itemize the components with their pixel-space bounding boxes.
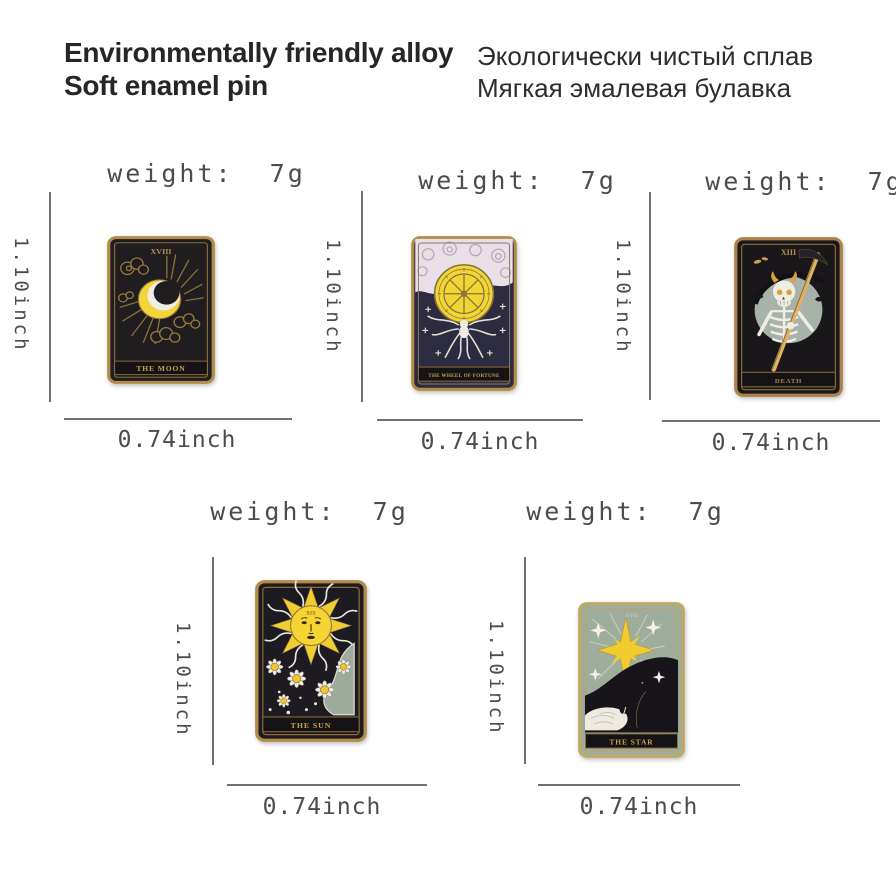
card-title: THE MOON	[136, 365, 185, 373]
weight-label: weight: 7g	[210, 497, 409, 526]
black-cat	[626, 670, 675, 729]
width-dimension-line	[64, 418, 292, 420]
height-label: 1.10inch	[612, 239, 634, 355]
weight-label: weight: 7g	[705, 167, 896, 196]
width-label: 0.74inch	[262, 794, 382, 820]
gold-moth	[753, 257, 769, 264]
headline-english: Environmentally friendly alloy Soft enam…	[64, 36, 454, 102]
width-dimension-line	[538, 784, 740, 786]
headline-ru-line1: Экологически чистый сплав	[477, 41, 814, 71]
title-banner	[262, 716, 360, 733]
weight-label: weight: 7g	[107, 159, 306, 188]
scythe	[771, 249, 829, 372]
width-label: 0.74inch	[579, 794, 699, 820]
pin-card-the-sun: XIX THE SUN	[255, 580, 367, 742]
weight-label: weight: 7g	[418, 166, 617, 195]
title-banner	[417, 366, 511, 382]
foliage-speckles	[268, 690, 318, 715]
headline-ru-line2: Мягкая эмалевая булавка	[477, 73, 792, 103]
width-dimension-line	[377, 419, 583, 421]
width-dimension-line	[662, 420, 880, 422]
headline-en-line2: Soft enamel pin	[64, 70, 268, 101]
title-banner	[114, 360, 208, 376]
headline-russian: Экологически чистый сплав Мягкая эмалева…	[477, 40, 813, 104]
card-numeral: XVII	[625, 613, 639, 619]
water-stream	[620, 706, 627, 719]
water-pool	[584, 707, 628, 731]
title-banner	[585, 733, 678, 749]
card-title: THE SUN	[291, 721, 332, 730]
skeletal-bat	[427, 315, 501, 360]
card-numeral: XVIII	[151, 247, 172, 256]
pin-card-wheel-of-fortune: THE WHEEL OF FORTUNE	[411, 236, 517, 391]
pouring-jug	[619, 702, 629, 714]
width-label: 0.74inch	[420, 429, 540, 455]
weight-label: weight: 7g	[526, 497, 725, 526]
pin-card-death: XIII	[734, 237, 843, 397]
light-rays	[589, 613, 665, 679]
headline-en-line1: Environmentally friendly alloy	[64, 37, 454, 68]
height-dimension-line	[361, 191, 363, 402]
pool-swirls	[590, 712, 616, 725]
fortune-wheel	[433, 264, 495, 324]
height-dimension-line	[524, 557, 526, 764]
card-title: THE STAR	[609, 737, 653, 746]
card-numeral: XIII	[781, 248, 796, 257]
height-dimension-line	[212, 557, 214, 765]
height-dimension-line	[49, 192, 51, 402]
width-label: 0.74inch	[117, 427, 237, 453]
card-title: THE WHEEL OF FORTUNE	[428, 373, 500, 379]
pin-card-the-star: XVII T	[578, 602, 685, 758]
sun-face: XIX	[263, 580, 359, 672]
clouds	[118, 257, 201, 343]
pin-card-the-moon: XVIII THE MOON	[107, 236, 215, 384]
bats	[751, 294, 827, 302]
height-label: 1.10inch	[322, 239, 344, 355]
height-label: 1.10inch	[485, 620, 507, 736]
height-dimension-line	[649, 192, 651, 400]
star-sparkles	[422, 303, 506, 356]
card-title: DEATH	[775, 378, 802, 385]
height-label: 1.10inch	[10, 237, 32, 353]
width-dimension-line	[227, 784, 427, 786]
crescent-moon	[137, 279, 182, 320]
width-label: 0.74inch	[711, 430, 831, 456]
card-numeral: XIX	[306, 611, 316, 617]
cloud-swirls	[417, 241, 511, 278]
height-label: 1.10inch	[172, 622, 194, 738]
title-banner	[741, 371, 836, 388]
